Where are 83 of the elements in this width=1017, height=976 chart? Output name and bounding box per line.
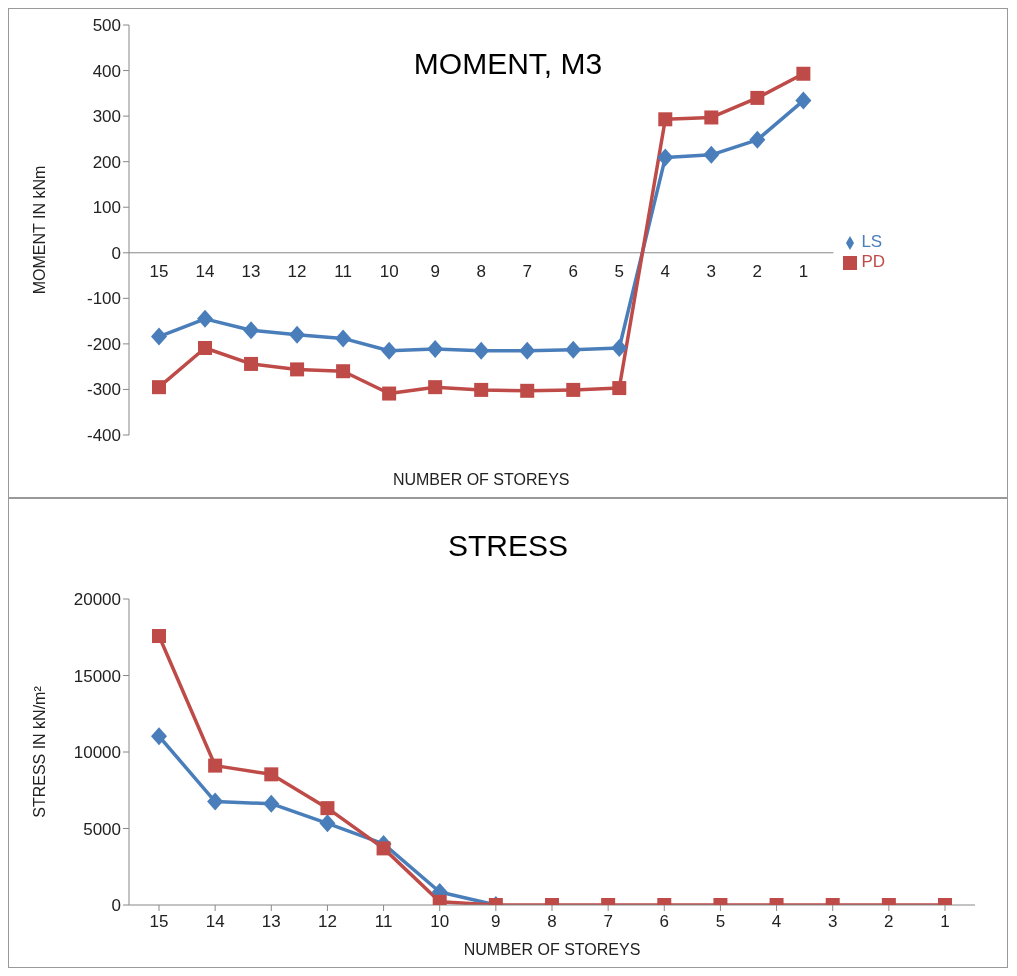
y-tick-label: 10000 — [73, 743, 121, 763]
point — [336, 364, 351, 379]
point — [474, 382, 489, 397]
y-tick-label: -400 — [86, 426, 121, 446]
point — [427, 339, 444, 358]
x-axis-title: NUMBER OF STOREYS — [463, 941, 641, 958]
y-tick-label: 20000 — [73, 590, 121, 610]
point — [428, 380, 443, 395]
y-axis-title: STRESS IN kN/m² — [30, 685, 48, 818]
point — [381, 341, 398, 360]
x-tick-label: 8 — [547, 912, 557, 931]
x-tick-label: 4 — [660, 262, 671, 281]
y-tick-label: 400 — [92, 61, 121, 81]
point — [566, 382, 581, 397]
x-tick-label: 7 — [603, 912, 613, 931]
x-tick-label: 7 — [522, 262, 532, 281]
point — [290, 362, 305, 377]
point — [289, 325, 306, 344]
y-axis-title: MOMENT IN kNm — [30, 165, 48, 295]
point — [611, 338, 628, 357]
x-tick-label: 6 — [659, 912, 670, 931]
x-tick-label: 3 — [706, 262, 717, 281]
x-tick-label: 14 — [205, 912, 225, 931]
y-tick-label: 500 — [92, 16, 121, 36]
point — [382, 386, 397, 401]
y-tick-label: 200 — [92, 152, 121, 172]
x-tick-label: 15 — [149, 262, 169, 281]
point — [658, 112, 673, 127]
y-tick-label: -200 — [86, 334, 121, 354]
x-tick-label: 2 — [884, 912, 894, 931]
x-tick-label: 2 — [752, 262, 763, 281]
point — [612, 381, 627, 396]
y-tick-label: 300 — [92, 107, 121, 127]
legend-label: LS — [861, 232, 883, 251]
x-tick-label: 4 — [771, 912, 782, 931]
point — [244, 356, 259, 371]
point — [243, 321, 260, 340]
point — [565, 340, 582, 359]
text: MOMENT, M3 — [413, 47, 603, 80]
point — [335, 329, 352, 348]
x-tick-label: 9 — [491, 912, 501, 931]
x-tick-label: 10 — [379, 262, 399, 281]
point — [796, 66, 811, 81]
x-tick-label: 9 — [430, 262, 440, 281]
x-tick-label: 15 — [149, 912, 169, 931]
point — [749, 130, 766, 149]
point — [151, 327, 167, 346]
point — [704, 110, 719, 125]
y-tick-label: 5000 — [83, 819, 121, 839]
y-tick-label: 100 — [92, 198, 121, 218]
x-tick-label: 1 — [940, 912, 950, 931]
y-tick-label: -300 — [86, 380, 121, 400]
point — [795, 91, 812, 110]
x-tick-label: 12 — [287, 262, 307, 281]
x-tick-label: 5 — [614, 262, 624, 281]
x-tick-label: 13 — [261, 912, 281, 931]
point — [703, 145, 720, 164]
x-tick-label: 13 — [241, 262, 261, 281]
y-tick-label: -100 — [86, 289, 121, 309]
y-tick-label: 0 — [111, 243, 121, 263]
point — [152, 380, 166, 395]
x-tick-label: 11 — [334, 262, 352, 281]
x-tick-label: 8 — [476, 262, 486, 281]
x-tick-label: 5 — [715, 912, 726, 931]
point — [750, 90, 765, 105]
chart-title: STRESS — [447, 529, 569, 563]
point — [198, 340, 213, 355]
x-tick-label: 14 — [195, 262, 215, 281]
x-tick-label: 10 — [430, 912, 450, 931]
x-tick-label: 11 — [374, 912, 393, 931]
y-tick-label: 0 — [111, 896, 121, 916]
x-axis-title: NUMBER OF STOREYS — [392, 471, 570, 488]
point — [197, 309, 214, 328]
point — [473, 341, 490, 360]
y-tick-label: 15000 — [73, 666, 121, 686]
point — [519, 341, 536, 360]
point — [520, 383, 535, 398]
x-tick-label: 3 — [827, 912, 838, 931]
legend-label: PD — [861, 252, 885, 271]
x-tick-label: 1 — [798, 262, 809, 281]
x-tick-label: 6 — [568, 262, 578, 281]
x-tick-label: 12 — [317, 912, 337, 931]
point — [657, 148, 674, 167]
